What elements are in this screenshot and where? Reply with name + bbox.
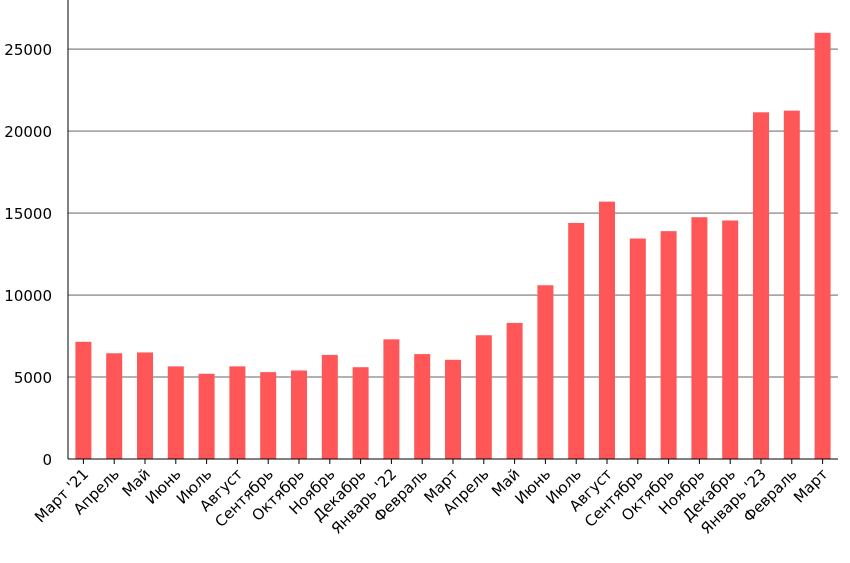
bar: [722, 220, 739, 459]
bar: [599, 201, 615, 459]
bar: [753, 112, 769, 459]
x-tick-labels: Март '21АпрельМайИюньИюльАвгустСентябрьО…: [31, 465, 831, 538]
y-tick-label: 25000: [4, 41, 52, 59]
bars: [75, 32, 831, 460]
bar: [783, 110, 800, 459]
bar: [629, 238, 646, 459]
bar: [137, 352, 153, 459]
bar: [506, 322, 523, 459]
y-tick-labels: 0 5000 10000 15000 20000 25000: [4, 41, 52, 469]
bar: [691, 217, 708, 459]
bar: [383, 339, 400, 459]
y-tick-label: 15000: [4, 205, 52, 223]
gridlines: [68, 48, 838, 378]
bar: [445, 359, 461, 459]
bar: [568, 222, 585, 459]
y-tick-label: 10000: [4, 287, 52, 305]
bar: [167, 366, 184, 459]
bar: [260, 372, 277, 459]
bar: [198, 373, 215, 459]
axes: [67, 0, 838, 464]
y-tick-label: 20000: [4, 123, 52, 141]
bar: [537, 285, 554, 459]
y-tick-label: 5000: [14, 369, 52, 387]
x-tick-label: Март: [790, 465, 831, 506]
bar: [75, 341, 92, 459]
bar: [475, 335, 492, 459]
bar: [106, 353, 123, 459]
bar: [352, 367, 369, 459]
y-tick-label: 0: [42, 451, 52, 469]
bar: [291, 370, 307, 459]
bar: [660, 231, 677, 459]
bar: [229, 366, 246, 459]
bar: [321, 354, 338, 459]
bar: [814, 32, 831, 460]
bar: [414, 354, 431, 459]
